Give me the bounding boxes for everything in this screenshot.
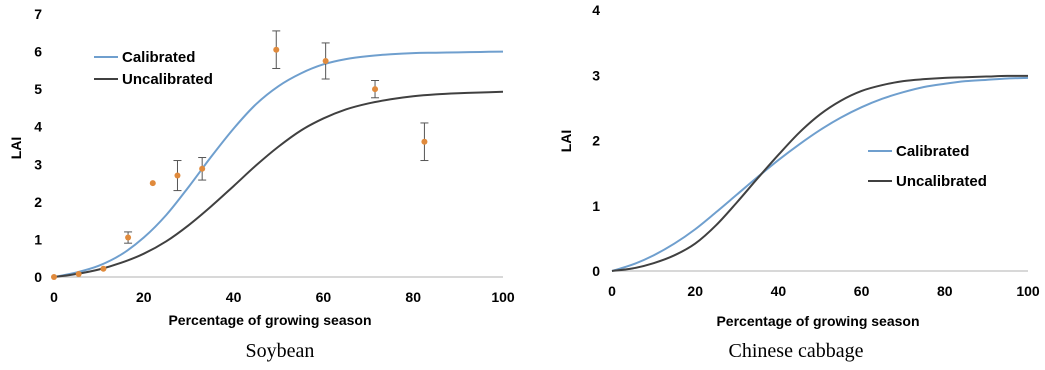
y-tick-label: 2 [34, 194, 42, 210]
series-lines [611, 74, 1029, 272]
y-tick-labels: 0 1 2 3 4 5 6 7 [34, 6, 42, 285]
observed-point [51, 274, 57, 280]
observed-point [372, 86, 379, 93]
series-line-uncalibrated [611, 74, 1029, 272]
y-tick-label: 4 [592, 2, 600, 18]
x-tick-label: 0 [608, 283, 616, 299]
x-tick-label: 0 [50, 289, 58, 305]
y-tick-label: 1 [592, 198, 600, 214]
legend-label-uncalibrated: Uncalibrated [896, 173, 987, 190]
x-tick-label: 20 [687, 283, 703, 299]
observed-point [273, 46, 280, 53]
legend-label-uncalibrated: Uncalibrated [122, 71, 213, 88]
y-tick-label: 5 [34, 81, 42, 97]
series-line-uncalibrated [53, 90, 504, 278]
x-tick-label: 80 [937, 283, 953, 299]
x-tick-label: 20 [136, 289, 152, 305]
x-tick-labels: 0 20 40 60 80 100 [50, 289, 515, 305]
x-axis-label: Percentage of growing season [168, 312, 371, 328]
y-axis-label: LAI [8, 137, 24, 160]
y-tick-label: 4 [34, 119, 42, 135]
y-tick-label: 2 [592, 133, 600, 149]
x-tick-label: 60 [854, 283, 870, 299]
x-tick-label: 100 [491, 289, 515, 305]
series-line-calibrated [611, 76, 1029, 272]
observed-point [125, 234, 132, 241]
legend-label-calibrated: Calibrated [122, 49, 195, 66]
x-tick-labels: 0 20 40 60 80 100 [608, 283, 1040, 299]
y-tick-label: 0 [592, 263, 600, 279]
legend-label-calibrated: Calibrated [896, 143, 969, 160]
observed-point [322, 57, 329, 64]
y-tick-labels: 0 1 2 3 4 [592, 2, 600, 279]
observed-point [75, 270, 82, 277]
y-tick-label: 6 [34, 44, 42, 60]
x-tick-label: 100 [1016, 283, 1040, 299]
legend: Calibrated Uncalibrated [94, 49, 213, 88]
chinese-cabbage-chart: 0 1 2 3 4 0 20 40 60 80 100 Calibrated Uncalibrat… [558, 2, 1040, 362]
x-tick-label: 40 [226, 289, 242, 305]
observed-point [174, 172, 181, 179]
y-tick-label: 1 [34, 231, 42, 247]
y-axis-label: LAI [558, 130, 574, 153]
y-tick-label: 7 [34, 6, 42, 22]
x-tick-label: 60 [316, 289, 332, 305]
legend: Calibrated Uncalibrated [868, 143, 987, 190]
y-tick-label: 3 [34, 156, 42, 172]
x-tick-label: 40 [771, 283, 787, 299]
y-tick-label: 0 [34, 269, 42, 285]
x-tick-label: 80 [405, 289, 421, 305]
observed-point [149, 180, 156, 187]
series-lines [53, 50, 504, 278]
chart-caption: Soybean [246, 340, 315, 362]
observed-point [100, 265, 107, 272]
observed-points [51, 30, 429, 280]
observed-point [421, 138, 428, 145]
observed-point [199, 165, 206, 172]
chart-caption: Chinese cabbage [729, 340, 864, 362]
series-line-calibrated [53, 50, 504, 278]
x-axis-label: Percentage of growing season [716, 313, 919, 329]
soybean-chart: 0 1 2 3 4 5 6 7 0 20 40 60 80 100 Calibrated Uncalib… [8, 6, 515, 362]
y-tick-label: 3 [592, 67, 600, 83]
